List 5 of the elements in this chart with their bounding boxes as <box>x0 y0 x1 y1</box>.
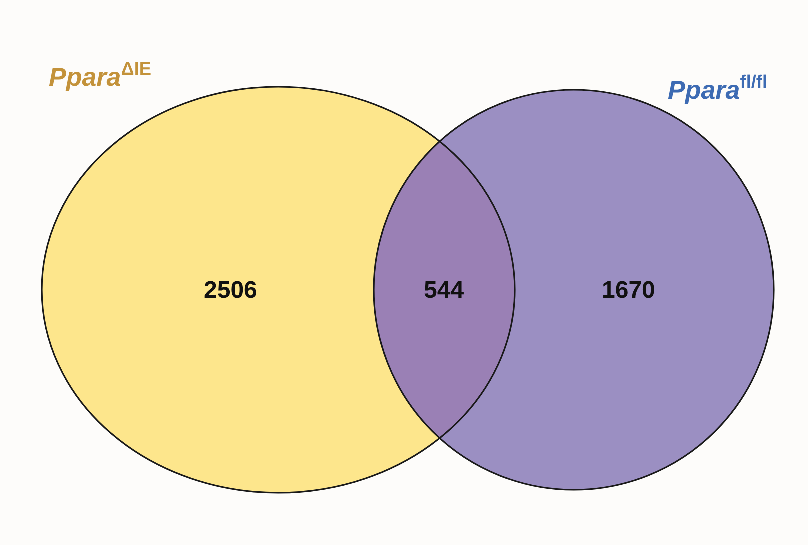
text: Ppara$^{ΔIE}$ <box>49 59 152 92</box>
data-label: 2506 <box>204 277 258 304</box>
text: Ppara$^{fl/fl}$ <box>668 72 768 105</box>
data-label: 1670 <box>602 277 656 304</box>
data-label: 544 <box>424 277 465 304</box>
